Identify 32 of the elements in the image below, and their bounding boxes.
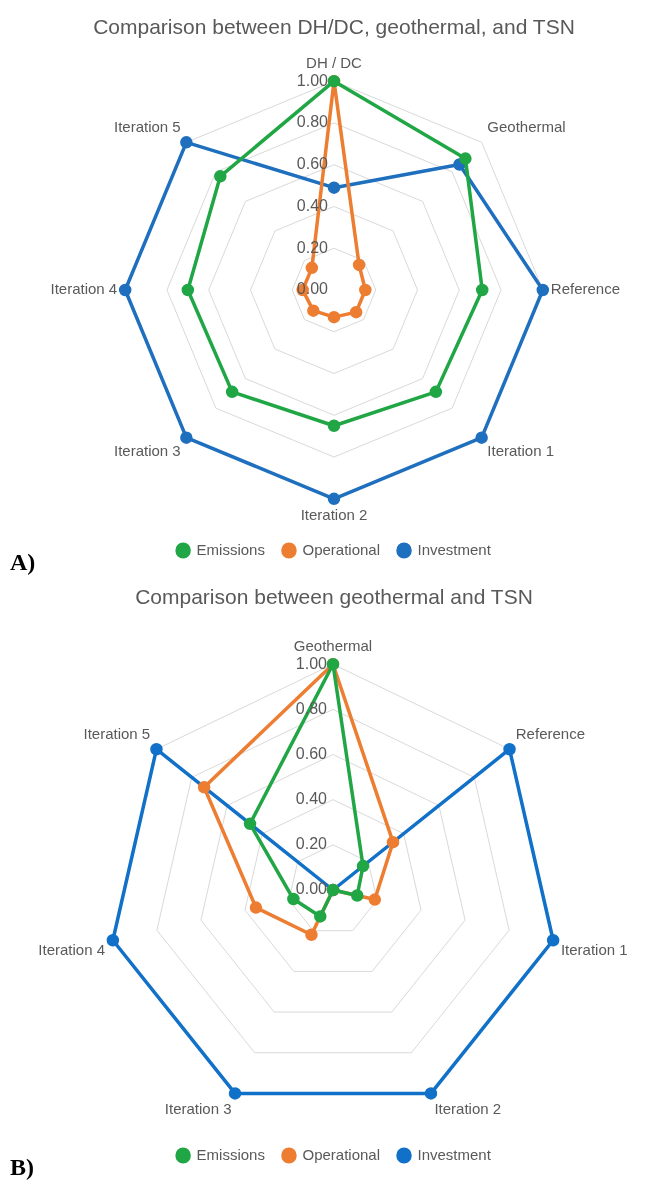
y-tick-label: 0.60 [295, 744, 328, 762]
spoke-label: Iteration 2 [434, 1099, 502, 1117]
spoke-label: Iteration 1 [487, 442, 555, 460]
spoke-label: Geothermal [293, 637, 373, 655]
legend-label: Operational [302, 1145, 381, 1163]
text: A) [10, 549, 36, 576]
y-tick-label: 0.20 [295, 835, 328, 853]
spoke-label: Iteration 4 [38, 941, 106, 959]
y-tick-label: 0.80 [296, 113, 329, 131]
legend-label: Emissions [196, 540, 265, 558]
legend-label: Investment [417, 540, 492, 558]
y-tick-label: 0.40 [295, 790, 328, 808]
legend-label: Operational [302, 540, 381, 558]
y-tick-label: 1.00 [295, 654, 328, 672]
chart-title: Comparison between geothermal and TSN [135, 585, 533, 609]
legend-label: Emissions [196, 1145, 265, 1163]
text: B) [10, 1154, 34, 1181]
legend-label: Investment [417, 1145, 492, 1163]
spoke-label: Iteration 5 [83, 725, 151, 743]
spoke-label: Iteration 1 [560, 941, 628, 959]
y-tick-label: 1.00 [296, 71, 329, 89]
spoke-label: Iteration 4 [50, 280, 118, 298]
chart-title: Comparison between DH/DC, geothermal, and TSN [93, 15, 575, 39]
spoke-label: Iteration 3 [164, 1099, 232, 1117]
spoke-label: Iteration 2 [300, 505, 368, 523]
spoke-label: Iteration 3 [113, 442, 181, 460]
spoke-label: Geothermal [487, 117, 566, 135]
spoke-label: Reference [550, 280, 621, 298]
spoke-label: DH / DC [306, 54, 363, 72]
spoke-label: Iteration 5 [113, 117, 181, 135]
spoke-label: Reference [515, 725, 586, 743]
y-tick-label: 0.00 [295, 880, 328, 898]
